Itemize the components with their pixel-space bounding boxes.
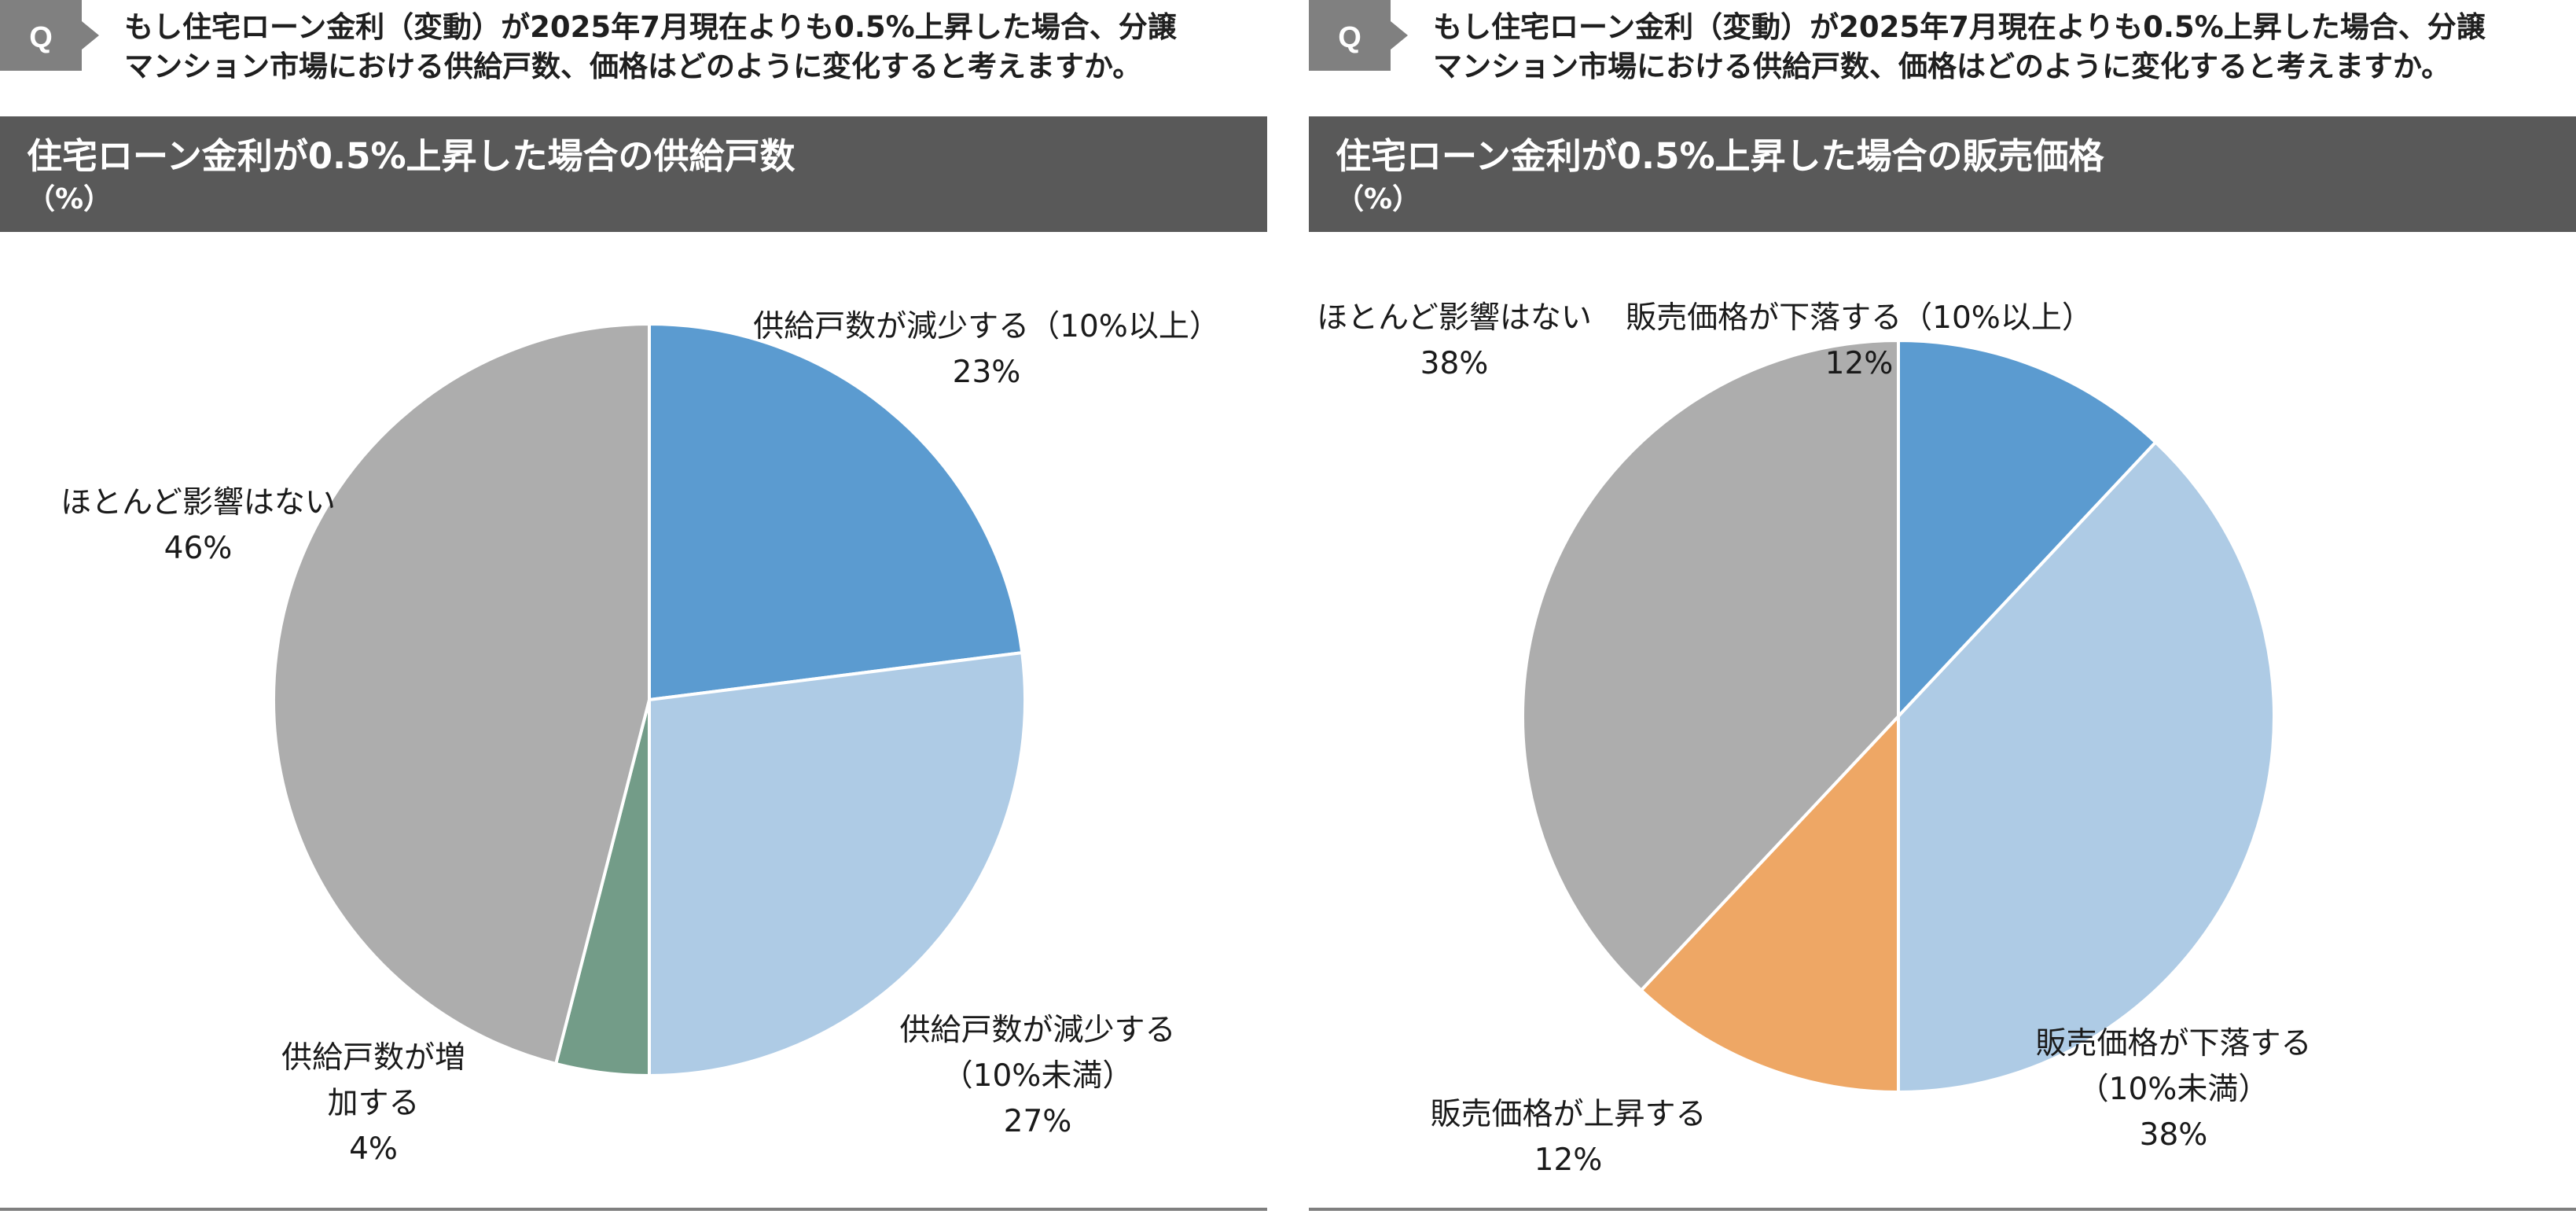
slice-percent: 12%: [1825, 346, 1894, 381]
pie-slice: [648, 322, 1024, 701]
slice-label: 供給戸数が増加する 4%: [281, 1040, 465, 1167]
slice-label: 供給戸数が減少する（10%以上） 23%: [753, 309, 1220, 390]
slice-label-line: 供給戸数が増: [281, 1040, 465, 1076]
chart-unit: （%）: [27, 183, 112, 215]
slice-label: 販売価格が下落する （10%未満） 38%: [2035, 1026, 2311, 1153]
supply-pie-svg: 供給戸数が減少する（10%以上） 23%供給戸数が減少する（10%未満） 27%供給…: [61, 309, 1220, 1167]
supply-panel: Q もし住宅ローン金利（変動）が2025年7月現在よりも0.5%上昇した場合、分…: [0, 0, 1267, 1214]
slice-label-line: 販売価格が上昇する: [1430, 1097, 1706, 1132]
pie-slice: [1521, 339, 1900, 992]
slice-percent: 4%: [349, 1131, 398, 1167]
slice-label-line: 販売価格が下落する: [2035, 1026, 2311, 1061]
question-text: もし住宅ローン金利（変動）が2025年7月現在よりも0.5%上昇した場合、分譲 …: [1433, 8, 2486, 86]
slice-percent: 12%: [1534, 1142, 1603, 1178]
question-badge: Q: [0, 0, 113, 71]
pie-slice: [1897, 440, 2276, 1094]
price-pie-svg: 販売価格が下落する（10%以上） 12%販売価格が下落する（10%未満） 38%販売…: [1317, 300, 2311, 1178]
pie-slice: [648, 651, 1027, 1077]
slice-label-line: （10%未満）: [2078, 1072, 2269, 1107]
question-badge: Q: [1309, 0, 1422, 71]
question-badge-label: Q: [1338, 21, 1361, 54]
slice-label-line: 供給戸数が減少する（10%以上）: [753, 309, 1220, 344]
slice-percent: 38%: [1420, 346, 1489, 381]
chart-title: 住宅ローン金利が0.5%上昇した場合の供給戸数: [27, 135, 796, 177]
question-badge-shape: Q: [1309, 0, 1408, 71]
slice-label-line: ほとんど影響はない: [61, 485, 336, 521]
bottom-rule: [0, 1208, 1267, 1211]
question-line: マンション市場における供給戸数、価格はどのように変化すると考えますか。: [124, 50, 1142, 83]
question-badge-label: Q: [29, 21, 53, 54]
chart-title-bar: 住宅ローン金利が0.5%上昇した場合の供給戸数 （%）: [0, 116, 1267, 232]
price-panel: Q もし住宅ローン金利（変動）が2025年7月現在よりも0.5%上昇した場合、分…: [1309, 0, 2576, 1214]
slice-label: ほとんど影響はない 38%: [1317, 300, 1592, 381]
question-line: もし住宅ローン金利（変動）が2025年7月現在よりも0.5%上昇した場合、分譲: [124, 10, 1177, 44]
pie-slice: [272, 322, 651, 1065]
slice-label-line: 販売価格が下落する（10%以上）: [1626, 300, 2093, 336]
slice-label-line: ほとんど影響はない: [1317, 300, 1592, 336]
slice-label-line: （10%未満）: [943, 1058, 1134, 1094]
price-pie-chart: 販売価格が下落する（10%以上） 12% 販売価格が下落する（10%未満） 38% 販売…: [1309, 236, 2576, 1214]
chart-unit: （%）: [1336, 183, 1421, 215]
pie-slice: [1897, 339, 2158, 718]
pie-slice: [1639, 715, 1900, 1094]
slice-percent: 27%: [1004, 1104, 1072, 1139]
slice-label: 販売価格が上昇する 12%: [1430, 1097, 1706, 1178]
slice-percent: 38%: [2140, 1117, 2208, 1153]
question-badge-shape: Q: [0, 0, 99, 71]
supply-pie-chart: 供給戸数が減少する（10%以上） 23% 供給戸数が減少する（10%未満） 27% 供給…: [0, 236, 1267, 1214]
slice-label: 販売価格が下落する（10%以上） 12%: [1626, 300, 2093, 381]
slice-percent: 46%: [164, 531, 233, 566]
question-line: もし住宅ローン金利（変動）が2025年7月現在よりも0.5%上昇した場合、分譲: [1433, 10, 2486, 44]
bottom-rule: [1309, 1208, 2576, 1211]
slice-label-line: 供給戸数が減少する: [899, 1013, 1175, 1048]
slice-percent: 23%: [953, 355, 1021, 390]
chart-title-bar: 住宅ローン金利が0.5%上昇した場合の販売価格 （%）: [1309, 116, 2576, 232]
question-text: もし住宅ローン金利（変動）が2025年7月現在よりも0.5%上昇した場合、分譲 …: [124, 8, 1177, 86]
slice-label: ほとんど影響はない 46%: [61, 485, 336, 566]
question-line: マンション市場における供給戸数、価格はどのように変化すると考えますか。: [1433, 50, 2451, 83]
slice-label: 供給戸数が減少する （10%未満） 27%: [899, 1013, 1175, 1139]
chart-title: 住宅ローン金利が0.5%上昇した場合の販売価格: [1336, 135, 2104, 177]
slice-label-line: 加する: [327, 1086, 419, 1121]
